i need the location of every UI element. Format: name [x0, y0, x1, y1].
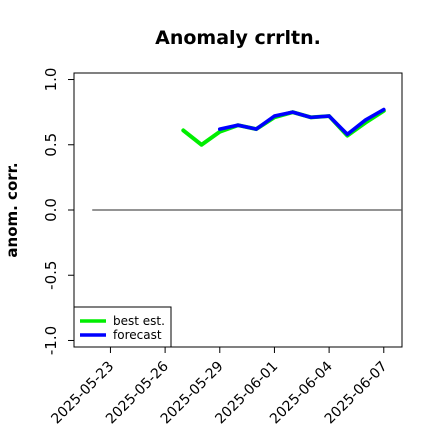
y-tick-label: -0.5	[42, 261, 60, 290]
legend-label-best-est: best est.	[113, 314, 165, 328]
y-tick-label: -1.0	[42, 326, 60, 355]
chart-title: Anomaly crrltn.	[155, 27, 321, 49]
y-tick-label: 1.0	[42, 68, 60, 92]
y-tick-label: 0.0	[42, 198, 60, 222]
series-line-forecast	[217, 107, 386, 137]
legend-box	[73, 306, 172, 348]
y-axis-label: anom. corr.	[3, 162, 21, 257]
y-tick-label: 0.5	[42, 133, 60, 157]
legend-label-forecast: forecast	[113, 328, 162, 342]
legend: best est. forecast	[73, 306, 172, 348]
